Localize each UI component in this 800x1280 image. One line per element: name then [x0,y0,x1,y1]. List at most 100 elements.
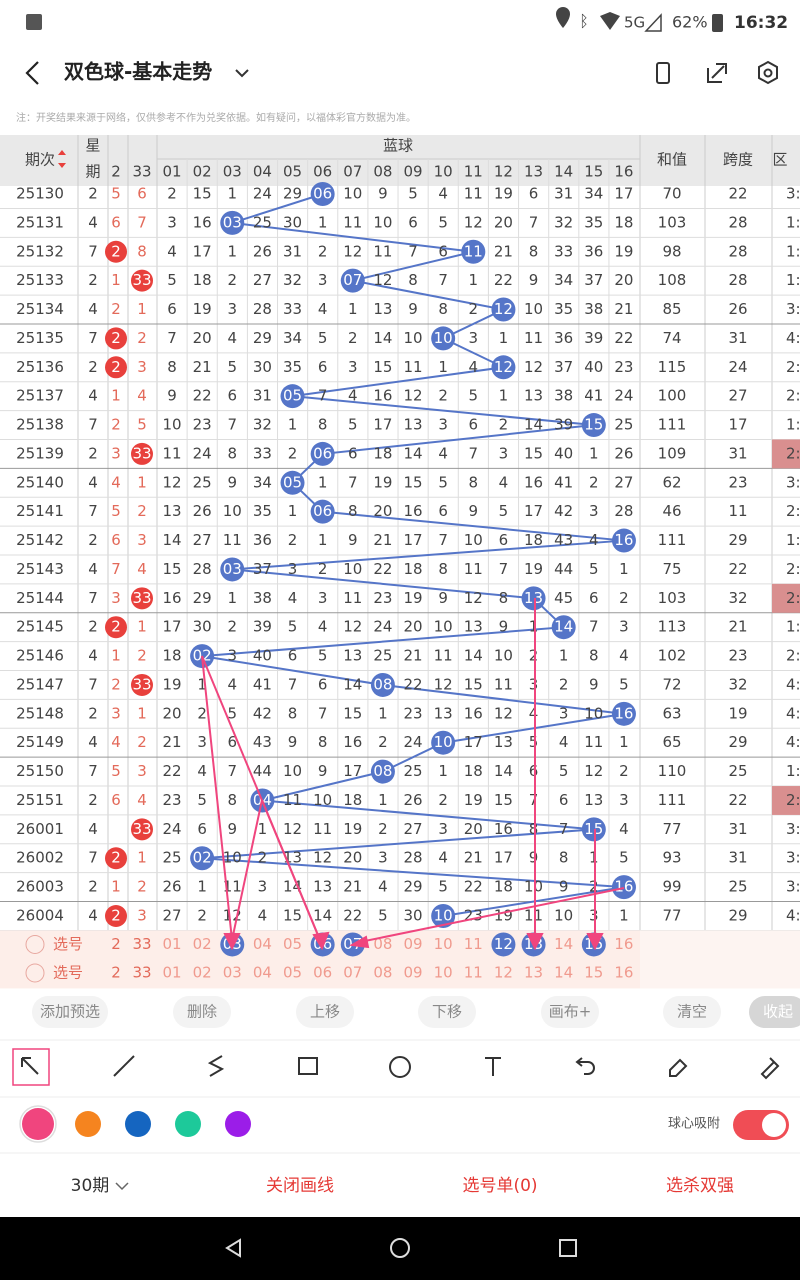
red-cell: 6 [111,213,121,231]
selector-red[interactable]: 33 [132,935,151,953]
action-button[interactable]: 删除 [187,1003,217,1021]
issue: 26002 [16,849,64,867]
tool-line[interactable] [113,1055,135,1077]
tool-rect[interactable] [298,1057,318,1075]
selector-blue[interactable]: 11 [464,935,483,953]
omission: 22 [614,329,633,347]
nav-home[interactable] [390,1238,410,1258]
selector-blue[interactable]: 01 [162,935,181,953]
tool-pointer[interactable] [12,1048,50,1086]
selector-toggle[interactable] [25,963,45,983]
selector-red[interactable]: 33 [132,963,151,981]
tool-clear[interactable] [760,1057,780,1080]
pen-color[interactable] [22,1108,54,1140]
footer-picks[interactable]: 选号单(0) [462,1176,537,1196]
back-button[interactable] [25,61,39,85]
title-dropdown[interactable] [235,69,249,78]
omission: 15 [162,560,181,578]
selector-toggle[interactable] [25,934,45,954]
omission: 1 [438,762,448,780]
gallery-icon [26,14,42,30]
selector-blue[interactable]: 16 [614,963,633,981]
selector-blue[interactable]: 16 [614,935,633,953]
snap-knob [762,1113,786,1137]
footer-kill[interactable]: 选杀双强 [666,1176,734,1196]
action-button[interactable]: 下移 [432,1003,462,1021]
sum: 108 [658,271,687,289]
action-button[interactable]: 上移 [310,1003,340,1021]
action-button[interactable]: 画布+ [549,1003,592,1021]
pen-color[interactable] [225,1111,251,1137]
selector-blue[interactable]: 05 [283,963,302,981]
omission: 5 [348,416,358,434]
selector-blue[interactable]: 08 [373,935,392,953]
footer-toggle-draw[interactable]: 关闭画线 [266,1176,334,1196]
selector-blue[interactable]: 02 [193,963,212,981]
selector-blue[interactable]: 04 [253,935,272,953]
red-cell: 2 [111,416,121,434]
selector-blue[interactable]: 13 [524,963,543,981]
action-button[interactable]: 添加预选 [40,1003,100,1021]
omission: 12 [403,387,422,405]
omission: 3 [499,444,509,462]
sort-icon[interactable] [58,150,66,168]
selector-blue[interactable]: 10 [434,963,453,981]
share-icon[interactable] [707,63,727,83]
omission: 6 [438,502,448,520]
selector-blue[interactable]: 12 [494,963,513,981]
selector-blue[interactable]: 14 [554,935,573,953]
signal-icon [644,13,662,32]
selector-red[interactable]: 2 [111,935,121,953]
selector-blue[interactable]: 15 [584,963,603,981]
action-button[interactable]: 收起 [763,1003,793,1021]
omission: 30 [253,358,272,376]
zone: 4: [786,675,800,693]
red-cell: 1 [111,271,121,289]
pen-color[interactable] [175,1111,201,1137]
selector-blue[interactable]: 14 [554,963,573,981]
red-ball [105,327,127,350]
tool-curve[interactable] [207,1055,225,1077]
nav-recent[interactable] [559,1239,577,1257]
tool-eraser[interactable] [669,1058,688,1077]
selector-blue[interactable]: 03 [223,963,242,981]
selector-blue[interactable]: 08 [373,963,392,981]
blue-ball [340,268,365,293]
selector-blue[interactable]: 09 [403,963,422,981]
settings-icon[interactable] [758,60,778,85]
selector-blue[interactable]: 07 [343,963,362,981]
omission: 1 [197,878,207,896]
selector-blue[interactable]: 01 [162,963,181,981]
selector-blue[interactable]: 09 [403,935,422,953]
selector-red[interactable]: 2 [111,963,121,981]
pen-color[interactable] [75,1111,101,1137]
omission: 6 [318,358,328,376]
omission: 5 [499,502,509,520]
omission: 19 [524,560,543,578]
selector-blue[interactable]: 05 [283,935,302,953]
omission: 13 [373,300,392,318]
omission: 7 [318,387,328,405]
page-title[interactable]: 双色球-基本走势 [64,60,212,84]
action-button[interactable]: 清空 [677,1003,707,1021]
weekday: 7 [88,762,98,780]
tool-text[interactable] [485,1057,501,1076]
tool-undo[interactable] [575,1057,595,1075]
device-icon[interactable] [656,62,670,84]
selector-blue[interactable]: 10 [434,935,453,953]
selector-blue[interactable]: 04 [253,963,272,981]
omission: 15 [343,704,362,722]
omission: 9 [408,300,418,318]
red-cell: 2 [111,329,121,347]
nav-back[interactable] [225,1238,241,1258]
selector-blue[interactable]: 02 [193,935,212,953]
selector-blue[interactable]: 06 [313,963,332,981]
red-cell: 33 [132,589,151,607]
header-blue: 05 [283,163,302,181]
selector-blue[interactable]: 11 [464,963,483,981]
tool-circle[interactable] [389,1056,411,1078]
selector-blue[interactable]: 12 [494,935,513,953]
omission: 11 [343,213,362,231]
pen-color[interactable] [125,1111,151,1137]
period-select[interactable]: 30期 [71,1176,110,1196]
